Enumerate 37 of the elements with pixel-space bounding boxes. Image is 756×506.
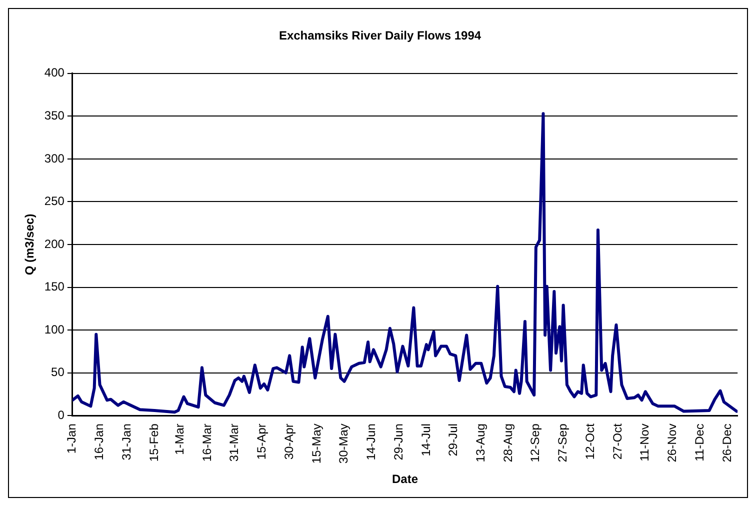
x-tick-label: 15-Feb [146, 423, 161, 462]
x-tick-label: 31-Jan [119, 424, 134, 460]
x-tick-label: 16-Mar [200, 424, 214, 462]
y-tick-label: 0 [58, 408, 65, 422]
y-tick-label: 350 [44, 108, 65, 122]
x-tick-label: 26-Dec [720, 424, 734, 462]
x-tick-label: 29-Jun [391, 424, 406, 460]
x-tick-label: 13-Aug [474, 424, 488, 462]
y-tick-label: 200 [44, 236, 65, 251]
x-tick-label: 14-Jun [364, 424, 378, 460]
y-tick-label: 150 [44, 280, 65, 294]
x-tick-label: 15-May [309, 424, 324, 464]
y-axis-title: Q (m3/sec) [22, 214, 37, 276]
chart-title: Exchamsiks River Daily Flows 1994 [278, 28, 482, 43]
x-tick-label: 29-Jul [446, 424, 460, 456]
x-axis-title: Date [392, 472, 418, 486]
x-tick-label: 30-Apr [282, 424, 296, 460]
x-tick-label: 16-Jan [92, 424, 106, 460]
x-tick-label: 30-May [336, 424, 351, 464]
x-tick-label: 11-Nov [638, 424, 652, 462]
x-tick-label: 12-Oct [582, 422, 597, 460]
x-tick-label: 27-Oct [610, 422, 624, 460]
x-tick-label: 28-Aug [500, 424, 515, 462]
x-tick-label: 27-Sep [556, 423, 570, 462]
x-tick-label: 26-Nov [665, 424, 680, 462]
x-tick-label: 15-Apr [254, 424, 269, 460]
x-tick-label: 31-Mar [227, 424, 242, 462]
x-tick-label: 1-Jan [64, 424, 79, 454]
y-tick-label: 400 [44, 66, 65, 80]
y-tick-label: 250 [44, 194, 65, 208]
x-tick-label: 14-Jul [418, 424, 433, 456]
x-tick-label: 12-Sep [528, 423, 542, 462]
x-tick-label: 11-Dec [692, 424, 706, 462]
x-tick-label: 1-Mar [172, 424, 186, 455]
y-tick-label: 300 [44, 151, 65, 166]
y-tick-label: 100 [44, 322, 65, 336]
y-tick-label: 50 [51, 365, 65, 380]
